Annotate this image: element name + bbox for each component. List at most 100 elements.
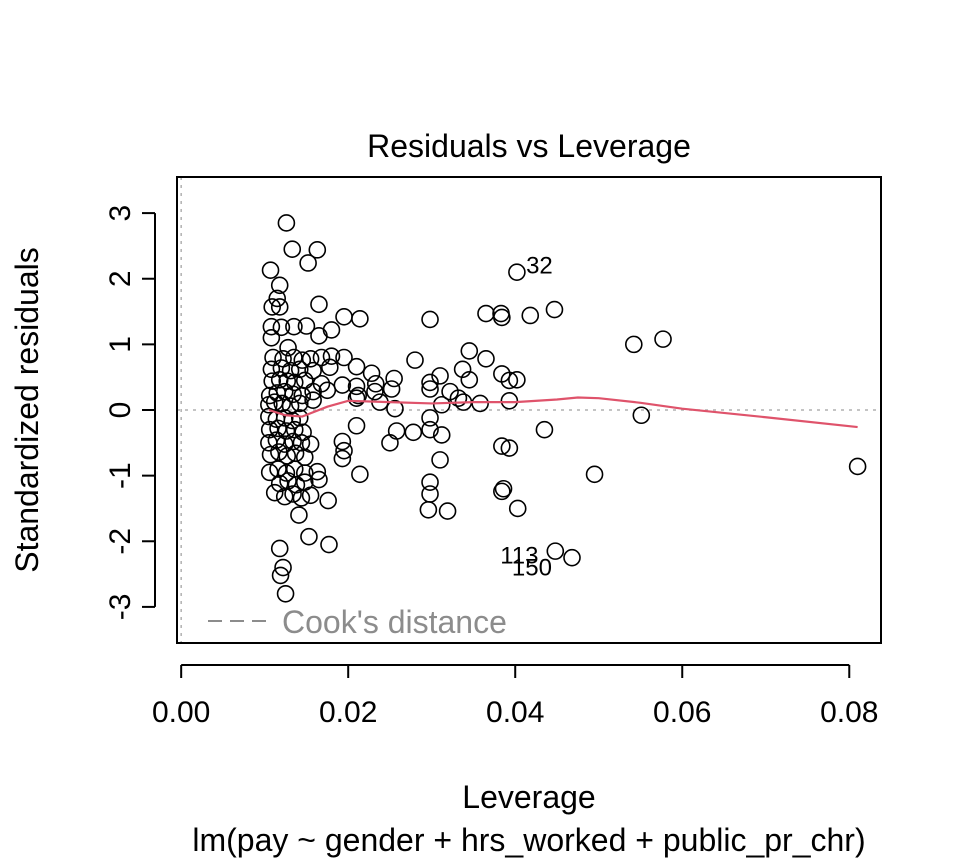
data-point [318,381,337,400]
data-point [300,527,318,546]
data-point [500,439,519,457]
data-point [304,391,322,409]
data-point [421,310,439,329]
point-label-113: 113 [500,543,538,570]
legend-label: Cook's distance [282,604,507,640]
data-point [351,309,369,328]
data-point [477,304,495,323]
y-tick-label: -2 [104,528,137,555]
data-point [277,214,296,232]
data-point [387,422,406,440]
data-point [508,263,526,281]
data-point [308,462,327,481]
data-point [304,382,322,401]
data-point [335,348,353,367]
data-point [277,464,296,482]
data-point [508,499,527,518]
data-point [419,500,438,519]
data-point [293,351,312,369]
data-point [535,420,554,439]
data-point [281,397,300,415]
data-point [290,360,309,379]
data-point [449,389,468,407]
data-point [275,487,294,506]
data-point [278,447,297,465]
y-tick-label: 1 [104,336,137,353]
data-point [273,394,292,413]
data-point [263,298,282,316]
data-point [285,373,304,392]
chart-subtitle: lm(pay ~ gender + hrs_worked + public_pr… [192,822,865,858]
data-point [321,358,339,377]
data-point [625,335,643,354]
y-tick-label: 0 [104,402,137,419]
data-point [500,371,519,390]
data-point [382,380,401,398]
data-point [271,566,290,585]
data-point [263,372,282,390]
data-point [349,386,368,405]
y-tick-label: -3 [104,594,137,621]
data-point [295,464,314,482]
data-point [421,420,439,439]
x-axis: 0.00 0.02 0.04 0.06 0.08 [152,664,878,729]
data-point [299,254,317,272]
data-point [277,422,296,440]
y-tick-label: -1 [104,462,137,489]
point-label-150: 150 [512,555,552,582]
data-point [453,360,472,379]
data-point [333,432,352,451]
data-points [260,214,867,603]
data-point [265,483,284,502]
data-point [276,584,295,603]
data-point [283,411,302,430]
data-point [333,449,352,468]
data-point [310,295,328,314]
data-point [260,420,279,439]
cooks-distance-legend: Cook's distance [208,604,507,640]
data-point [421,373,439,392]
data-point [275,409,294,427]
data-point [283,240,302,258]
data-point [493,482,511,501]
x-axis-label: Leverage [462,779,595,815]
data-point [381,434,399,452]
data-point [290,394,309,413]
data-point [366,374,385,393]
data-point [563,548,581,567]
x-tick-label: 0.02 [319,696,377,729]
data-point [521,306,540,325]
data-point [347,357,366,376]
data-point [281,361,300,380]
data-point [301,486,320,505]
data-point [290,506,308,524]
data-point [477,350,495,368]
data-point [320,535,338,554]
data-point [293,386,312,405]
data-point [287,476,306,494]
data-point [438,502,457,520]
plot-frame [176,176,882,644]
data-point [471,394,489,413]
data-point [421,409,439,427]
data-point [270,474,289,493]
data-point [404,423,423,442]
data-point [460,342,479,360]
data-point [335,307,353,326]
data-point [322,347,341,365]
data-point [432,395,451,414]
data-point [421,380,439,398]
chart-title: Residuals vs Leverage [367,128,691,164]
data-point [270,298,289,316]
data-point [301,350,320,368]
data-point [261,445,280,464]
data-point [308,241,327,259]
data-point [362,364,381,383]
data-point [366,382,384,401]
data-point [386,399,404,418]
data-point [421,485,439,503]
data-point [279,338,297,357]
data-point [500,392,519,410]
